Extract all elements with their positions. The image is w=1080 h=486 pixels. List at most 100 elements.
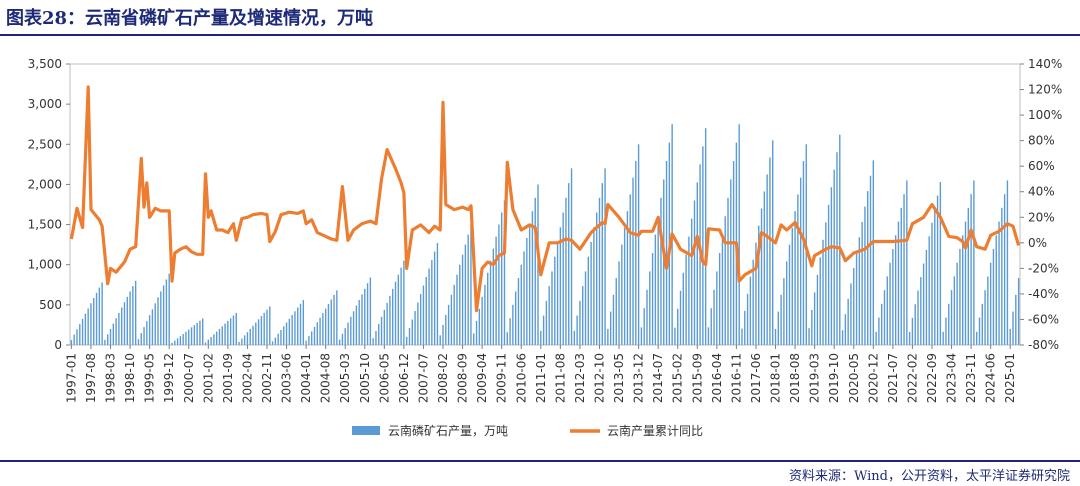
production-bar (945, 317, 947, 345)
production-bar (487, 272, 489, 345)
x-axis-tick-label: 2009-11 (495, 353, 509, 403)
production-bar (858, 237, 861, 345)
production-bar (780, 294, 782, 345)
production-bar (90, 303, 92, 345)
production-bar (788, 244, 791, 345)
production-bar (688, 236, 690, 345)
production-bar (660, 197, 662, 345)
x-axis-tick-label: 2010-06 (514, 353, 528, 403)
x-axis-tick-label: 2014-07 (651, 353, 665, 403)
production-bar (637, 144, 640, 345)
x-axis-tick-label: 2012-03 (573, 353, 587, 403)
production-bar (934, 209, 936, 345)
production-bar (841, 330, 844, 345)
production-bar (112, 323, 115, 345)
production-bar (548, 286, 550, 345)
production-bar (305, 340, 307, 345)
production-bar (987, 276, 989, 345)
production-bar (104, 339, 106, 345)
x-axis-tick-label: 2001-02 (201, 353, 215, 403)
plot-border (69, 63, 1021, 346)
production-bar (389, 295, 391, 345)
production-bar (380, 316, 383, 345)
production-bar (436, 243, 439, 345)
production-bar (266, 309, 268, 345)
production-bar (609, 311, 612, 345)
production-bar (758, 225, 760, 345)
production-bar (123, 302, 126, 345)
production-bar (545, 300, 548, 345)
legend-label-production: 云南磷矿石产量，万吨 (388, 423, 508, 438)
production-bar (174, 340, 176, 345)
yoy-line (69, 85, 1021, 313)
production-bar (249, 328, 251, 345)
production-bar (333, 294, 335, 345)
production-bar (324, 308, 327, 345)
production-bar (704, 128, 707, 345)
production-bar (433, 251, 436, 345)
production-bar (540, 330, 542, 345)
production-bar (534, 197, 536, 345)
x-axis-tick-label: 2013-05 (612, 353, 626, 403)
production-bar (894, 235, 897, 345)
production-bar (811, 309, 813, 345)
production-bar (431, 260, 433, 345)
production-bar (425, 277, 427, 345)
production-bar (405, 336, 408, 345)
production-bar (336, 290, 338, 345)
production-bar (914, 304, 916, 345)
production-bar (215, 331, 218, 345)
production-bar (917, 290, 919, 345)
production-bar (833, 169, 835, 345)
production-bar (766, 174, 768, 345)
right-axis-tick-label: 40% (1028, 185, 1055, 199)
production-bar (651, 253, 654, 345)
production-bar (422, 285, 425, 345)
production-bar (76, 329, 78, 345)
production-bar (302, 300, 305, 345)
production-bar (294, 311, 296, 345)
production-bar (950, 290, 953, 345)
x-axis-tick-label: 2017-06 (749, 353, 763, 403)
production-bar (618, 261, 620, 345)
production-bar (685, 254, 687, 345)
production-bar (713, 289, 715, 345)
x-axis-tick-label: 2003-06 (280, 353, 294, 403)
production-bar (716, 271, 718, 345)
x-axis-tick-label: 2007-07 (416, 353, 430, 403)
production-bar (582, 286, 584, 345)
production-bar (459, 264, 461, 345)
production-bar (710, 308, 712, 345)
production-bar (350, 316, 352, 345)
production-bar (900, 207, 902, 345)
production-bar (115, 318, 117, 345)
production-bar (872, 160, 875, 345)
production-bar (1006, 180, 1009, 345)
production-bar (925, 249, 928, 345)
right-axis-tick-label: 100% (1028, 108, 1062, 122)
source-note: 资料来源：Wind，公开资料，太平洋证券研究院 (789, 469, 1070, 484)
right-axis-tick-label: -80% (1028, 338, 1059, 352)
production-bar (182, 333, 184, 345)
production-bar (101, 282, 103, 345)
production-bar (79, 324, 81, 345)
production-bar (470, 224, 472, 345)
production-bar (327, 304, 330, 345)
production-bar (143, 327, 145, 345)
production-bar (850, 283, 852, 345)
production-bar (344, 328, 346, 345)
production-bar (981, 303, 983, 345)
x-axis-tick-label: 1999-05 (143, 353, 157, 403)
x-axis-tick-label: 2013-12 (632, 353, 646, 403)
x-axis-tick-label: 2016-11 (729, 353, 743, 403)
production-bar (520, 264, 522, 345)
production-bar (439, 335, 441, 345)
production-bar (308, 335, 310, 345)
x-axis-tick-label: 2011-01 (534, 353, 548, 403)
production-bar (992, 248, 995, 345)
production-bar (774, 328, 777, 345)
production-bar (378, 323, 380, 345)
production-bar (372, 338, 374, 345)
production-bar (1015, 294, 1017, 345)
production-bar (464, 244, 467, 345)
